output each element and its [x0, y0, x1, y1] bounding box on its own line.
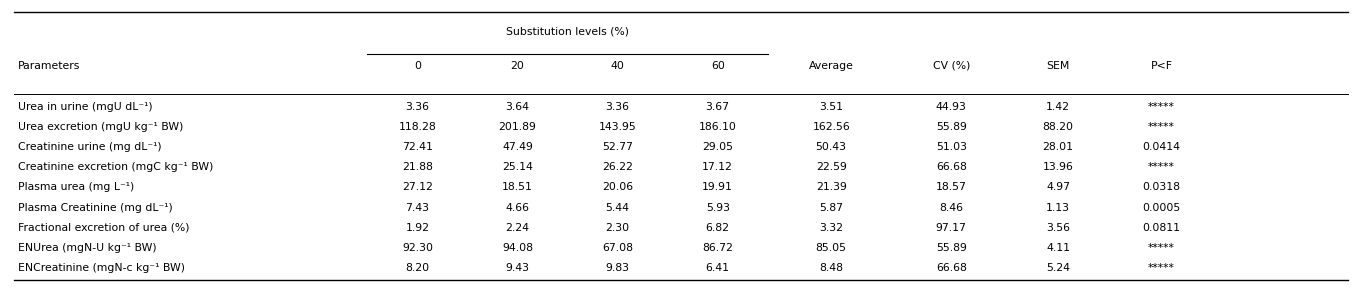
Text: 86.72: 86.72: [703, 243, 733, 253]
Text: 97.17: 97.17: [936, 223, 967, 232]
Text: 1.13: 1.13: [1046, 203, 1071, 213]
Text: 0.0318: 0.0318: [1143, 182, 1181, 192]
Text: 7.43: 7.43: [406, 203, 429, 213]
Text: 8.20: 8.20: [406, 263, 429, 273]
Text: 2.24: 2.24: [505, 223, 530, 232]
Text: *****: *****: [1148, 122, 1175, 132]
Text: 0.0414: 0.0414: [1143, 142, 1181, 152]
Text: 3.67: 3.67: [706, 102, 730, 112]
Text: CV (%): CV (%): [933, 61, 970, 71]
Text: 20: 20: [511, 61, 524, 71]
Text: Plasma urea (mg L⁻¹): Plasma urea (mg L⁻¹): [18, 182, 133, 192]
Text: 27.12: 27.12: [402, 182, 433, 192]
Text: 3.64: 3.64: [505, 102, 530, 112]
Text: 55.89: 55.89: [936, 122, 967, 132]
Text: 0.0005: 0.0005: [1143, 203, 1181, 213]
Text: 29.05: 29.05: [703, 142, 733, 152]
Text: 6.82: 6.82: [706, 223, 730, 232]
Text: 118.28: 118.28: [399, 122, 436, 132]
Text: *****: *****: [1148, 243, 1175, 253]
Text: 94.08: 94.08: [503, 243, 533, 253]
Text: Average: Average: [809, 61, 854, 71]
Text: *****: *****: [1148, 263, 1175, 273]
Text: 4.11: 4.11: [1046, 243, 1071, 253]
Text: 67.08: 67.08: [602, 243, 633, 253]
Text: 1.92: 1.92: [406, 223, 429, 232]
Text: 9.83: 9.83: [606, 263, 629, 273]
Text: Plasma Creatinine (mg dL⁻¹): Plasma Creatinine (mg dL⁻¹): [18, 203, 173, 213]
Text: 9.43: 9.43: [505, 263, 530, 273]
Text: 3.32: 3.32: [819, 223, 843, 232]
Text: 4.97: 4.97: [1046, 182, 1071, 192]
Text: 3.36: 3.36: [606, 102, 629, 112]
Text: 55.89: 55.89: [936, 243, 967, 253]
Text: 13.96: 13.96: [1043, 162, 1073, 173]
Text: 3.36: 3.36: [406, 102, 429, 112]
Text: 162.56: 162.56: [812, 122, 850, 132]
Text: 1.42: 1.42: [1046, 102, 1071, 112]
Text: 50.43: 50.43: [816, 142, 847, 152]
Text: 0.0811: 0.0811: [1143, 223, 1181, 232]
Text: SEM: SEM: [1046, 61, 1069, 71]
Text: 85.05: 85.05: [816, 243, 847, 253]
Text: 143.95: 143.95: [599, 122, 636, 132]
Text: Urea excretion (mgU kg⁻¹ BW): Urea excretion (mgU kg⁻¹ BW): [18, 122, 183, 132]
Text: 2.30: 2.30: [606, 223, 629, 232]
Text: 88.20: 88.20: [1042, 122, 1073, 132]
Text: 3.51: 3.51: [819, 102, 843, 112]
Text: *****: *****: [1148, 162, 1175, 173]
Text: 5.44: 5.44: [606, 203, 629, 213]
Text: 44.93: 44.93: [936, 102, 967, 112]
Text: 21.39: 21.39: [816, 182, 847, 192]
Text: 8.46: 8.46: [940, 203, 963, 213]
Text: 20.06: 20.06: [602, 182, 633, 192]
Text: ENCreatinine (mgN-c kg⁻¹ BW): ENCreatinine (mgN-c kg⁻¹ BW): [18, 263, 185, 273]
Text: 5.87: 5.87: [819, 203, 843, 213]
Text: Parameters: Parameters: [18, 61, 80, 71]
Text: Creatinine urine (mg dL⁻¹): Creatinine urine (mg dL⁻¹): [18, 142, 161, 152]
Text: 22.59: 22.59: [816, 162, 847, 173]
Text: 66.68: 66.68: [936, 263, 967, 273]
Text: 19.91: 19.91: [703, 182, 733, 192]
Text: 66.68: 66.68: [936, 162, 967, 173]
Text: 92.30: 92.30: [402, 243, 433, 253]
Text: 8.48: 8.48: [819, 263, 843, 273]
Text: 47.49: 47.49: [503, 142, 533, 152]
Text: Substitution levels (%): Substitution levels (%): [507, 27, 629, 36]
Text: 28.01: 28.01: [1042, 142, 1073, 152]
Text: *****: *****: [1148, 102, 1175, 112]
Text: 21.88: 21.88: [402, 162, 433, 173]
Text: Fractional excretion of urea (%): Fractional excretion of urea (%): [18, 223, 189, 232]
Text: 5.93: 5.93: [706, 203, 730, 213]
Text: 186.10: 186.10: [699, 122, 737, 132]
Text: 4.66: 4.66: [505, 203, 530, 213]
Text: 5.24: 5.24: [1046, 263, 1071, 273]
Text: 201.89: 201.89: [498, 122, 537, 132]
Text: P<F: P<F: [1151, 61, 1173, 71]
Text: Creatinine excretion (mgC kg⁻¹ BW): Creatinine excretion (mgC kg⁻¹ BW): [18, 162, 212, 173]
Text: 52.77: 52.77: [602, 142, 633, 152]
Text: Urea in urine (mgU dL⁻¹): Urea in urine (mgU dL⁻¹): [18, 102, 153, 112]
Text: 26.22: 26.22: [602, 162, 633, 173]
Text: 25.14: 25.14: [503, 162, 533, 173]
Text: 3.56: 3.56: [1046, 223, 1071, 232]
Text: ENUrea (mgN-U kg⁻¹ BW): ENUrea (mgN-U kg⁻¹ BW): [18, 243, 157, 253]
Text: 60: 60: [711, 61, 725, 71]
Text: 6.41: 6.41: [706, 263, 730, 273]
Text: 18.51: 18.51: [503, 182, 533, 192]
Text: 18.57: 18.57: [936, 182, 967, 192]
Text: 0: 0: [414, 61, 421, 71]
Text: 40: 40: [610, 61, 625, 71]
Text: 17.12: 17.12: [703, 162, 733, 173]
Text: 72.41: 72.41: [402, 142, 433, 152]
Text: 51.03: 51.03: [936, 142, 967, 152]
